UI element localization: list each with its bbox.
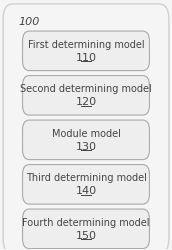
Text: 140: 140 [76,186,96,196]
Text: 110: 110 [76,53,96,63]
Text: 130: 130 [76,142,96,152]
FancyBboxPatch shape [23,164,149,204]
Text: 150: 150 [76,231,96,241]
Text: First determining model: First determining model [28,40,144,50]
Text: Fourth determining model: Fourth determining model [22,218,150,228]
Text: Module model: Module model [52,129,120,139]
FancyBboxPatch shape [23,120,149,160]
Text: Second determining model: Second determining model [20,84,152,94]
Text: Third determining model: Third determining model [26,173,146,183]
FancyBboxPatch shape [3,4,169,250]
FancyBboxPatch shape [23,209,149,248]
Text: 100: 100 [18,18,40,28]
Text: 120: 120 [76,97,96,107]
FancyBboxPatch shape [23,31,149,70]
FancyBboxPatch shape [23,76,149,115]
